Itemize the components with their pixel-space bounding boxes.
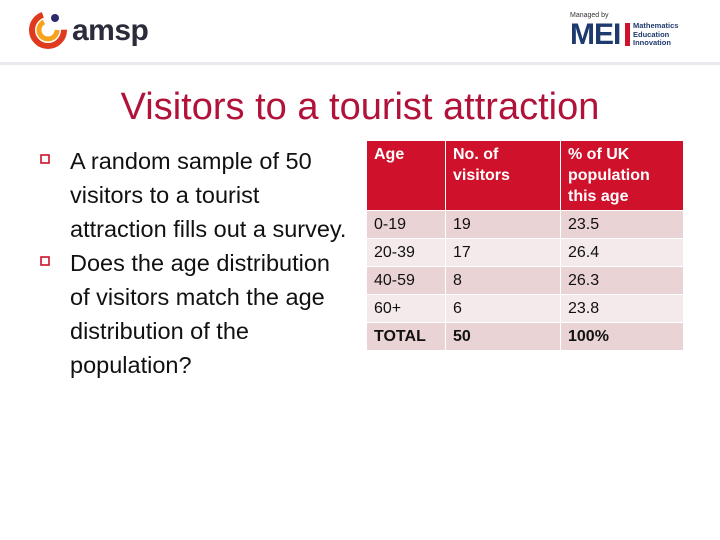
mei-lines: Mathematics Education Innovation [633,21,679,48]
amsp-logo: amsp [28,8,158,54]
bullet-item: A random sample of 50 visitors to a tour… [40,144,350,246]
table-cell: TOTAL [366,322,446,351]
table-total-row: TOTAL 50 100% [366,322,684,351]
table-cell: 26.3 [560,266,684,295]
bullet-text: Does the age distribution of visitors ma… [70,250,330,378]
mei-line: Education [633,29,670,39]
square-bullet-icon [40,154,50,164]
table-header-row: Age No. of visitors % of UK population t… [366,140,684,211]
table-cell: 0-19 [366,210,446,239]
table-cell: 40-59 [366,266,446,295]
table-cell: 17 [445,238,561,267]
table-cell: 60+ [366,294,446,323]
mei-managed-text: Managed by [570,12,609,19]
amsp-logo-text: amsp [72,14,149,47]
table-cell: 23.5 [560,210,684,239]
table-cell: 23.8 [560,294,684,323]
header-cell-population: % of UK population this age [560,140,684,211]
table-cell: 6 [445,294,561,323]
mei-bar-icon [625,23,630,46]
square-bullet-icon [40,256,50,266]
header-cell-age: Age [366,140,446,211]
header-cell-visitors: No. of visitors [445,140,561,211]
mei-line: Mathematics [633,21,679,30]
header-divider [0,62,720,65]
table-cell: 100% [560,322,684,351]
bullet-text: A random sample of 50 visitors to a tour… [70,148,347,242]
table-cell: 8 [445,266,561,295]
table-cell: 20-39 [366,238,446,267]
table-cell: 50 [445,322,561,351]
table-row: 60+ 6 23.8 [366,294,684,323]
slide-title: Visitors to a tourist attraction [120,86,600,128]
mei-line: Innovation [633,38,671,47]
table-cell: 19 [445,210,561,239]
mei-logo: Managed by MEI Mathematics Education Inn… [570,12,700,50]
data-table: Age No. of visitors % of UK population t… [366,140,684,351]
table-row: 40-59 8 26.3 [366,266,684,295]
table-row: 0-19 19 23.5 [366,210,684,239]
amsp-swirl-icon [29,11,67,49]
bullet-item: Does the age distribution of visitors ma… [40,246,350,382]
mei-logo-text: MEI [570,18,621,51]
slide-header: amsp Managed by MEI Mathematics Educatio… [0,0,720,62]
bullet-list: A random sample of 50 visitors to a tour… [40,144,350,382]
table-row: 20-39 17 26.4 [366,238,684,267]
data-table-wrapper: Age No. of visitors % of UK population t… [366,140,684,351]
table-cell: 26.4 [560,238,684,267]
